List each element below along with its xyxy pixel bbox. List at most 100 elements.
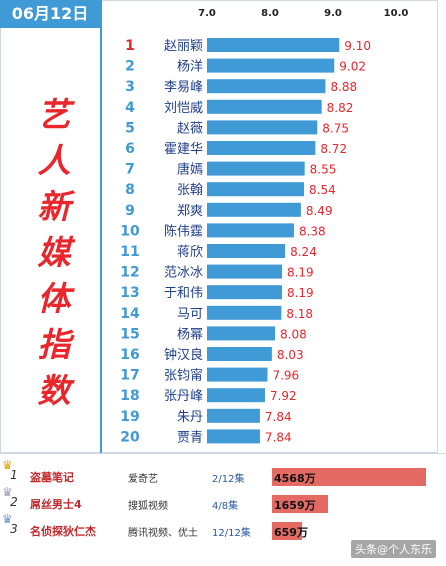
artist-name: 赵丽颖 (164, 39, 203, 54)
x-tick-label: 10.0 (384, 8, 409, 19)
score-bar (207, 305, 282, 320)
views-value: 1659万 (274, 499, 316, 512)
rank-label: 10 (120, 223, 140, 239)
drama-platform: 搜狐视频 (128, 501, 168, 512)
score-bar (207, 79, 326, 94)
score-bar (207, 388, 265, 403)
score-value: 8.38 (299, 224, 326, 238)
score-bar (207, 347, 272, 361)
rank-label: 19 (120, 409, 139, 425)
x-tick-label: 7.0 (198, 8, 216, 19)
score-bar (207, 38, 340, 52)
score-value: 8.08 (280, 327, 307, 341)
artist-name: 陈伟霆 (164, 223, 203, 239)
rank-label: 9 (125, 203, 135, 219)
side-title: 艺人新媒体指数 (26, 92, 82, 414)
drama-title: 屌丝男士4 (30, 498, 82, 511)
score-value: 8.54 (309, 183, 336, 197)
drama-list: ♛ 1 盗墓笔记 爱奇艺 2/12集 4568万 ♛ 2 屌丝男士4 搜狐视频 4/8集 1659万 ♛… (0, 454, 446, 566)
drama-title: 名侦探狄仁杰 (30, 525, 96, 538)
score-bar (207, 223, 294, 238)
artist-name: 霍建华 (164, 142, 203, 157)
rank-label: 5 (125, 120, 135, 136)
score-value: 8.88 (330, 80, 357, 94)
score-value: 8.19 (287, 266, 314, 280)
rank-label: 15 (120, 326, 139, 342)
drama-rank: 2 (10, 495, 18, 509)
rank-label: 2 (125, 59, 135, 75)
score-value: 8.72 (320, 142, 347, 156)
score-bar (207, 264, 282, 279)
drama-rank: 3 (10, 522, 18, 536)
drama-row: ♛ 1 盗墓笔记 爱奇艺 2/12集 4568万 (0, 458, 446, 490)
side-title-char: 体 (37, 279, 71, 318)
score-value: 8.55 (310, 163, 337, 177)
artist-name: 张翰 (177, 183, 203, 198)
score-value: 7.84 (265, 430, 292, 444)
rank-label: 3 (125, 79, 135, 95)
score-value: 8.19 (287, 286, 314, 300)
side-title-char: 人 (37, 141, 71, 180)
rank-label: 7 (125, 162, 135, 178)
score-bar (207, 429, 260, 444)
drama-episodes: 12/12集 (212, 528, 251, 539)
views-bar (272, 522, 302, 540)
artist-name: 唐嫣 (177, 162, 203, 178)
rank-label: 4 (125, 100, 135, 116)
x-tick-label: 8.0 (261, 8, 279, 19)
score-value: 8.03 (277, 348, 304, 362)
drama-platform: 腾讯视频、优土 (128, 528, 198, 539)
artist-name: 蒋欣 (177, 245, 203, 260)
views-value: 659万 (274, 526, 308, 539)
x-tick-label: 9.0 (324, 8, 342, 19)
score-bar (207, 367, 268, 382)
artist-name: 张丹峰 (164, 389, 203, 404)
drama-row: ♛ 2 屌丝男士4 搜狐视频 4/8集 1659万 (0, 485, 446, 517)
score-value: 7.92 (270, 389, 297, 403)
drama-episodes: 2/12集 (212, 474, 245, 485)
score-value: 8.24 (290, 245, 317, 259)
rank-label: 6 (125, 141, 135, 157)
score-value: 7.96 (272, 369, 299, 383)
section-separator (0, 453, 446, 454)
score-value: 9.02 (339, 60, 366, 74)
score-bar (207, 182, 305, 197)
artist-name: 朱丹 (177, 410, 203, 425)
artist-name: 郑爽 (177, 204, 203, 219)
side-title-char: 媒 (37, 233, 71, 272)
rank-label: 13 (120, 285, 139, 301)
rank-label: 17 (120, 368, 139, 384)
score-value: 8.49 (306, 204, 333, 218)
views-value: 4568万 (274, 472, 316, 485)
crown-icon: ♛ (2, 458, 13, 472)
score-bar (207, 120, 318, 135)
rank-label: 20 (120, 429, 140, 445)
views-bar (272, 495, 328, 513)
artist-name: 李易峰 (164, 80, 203, 95)
rank-label: 12 (120, 265, 139, 281)
artist-name: 钟汉良 (164, 347, 203, 363)
score-bar (207, 99, 322, 114)
divider-line (100, 0, 102, 453)
artist-name: 范冰冰 (164, 266, 203, 281)
side-title-char: 艺 (37, 95, 71, 134)
artist-name: 杨洋 (177, 60, 203, 75)
artist-name: 刘恺威 (164, 101, 203, 116)
score-bar (207, 161, 305, 176)
views-bar (272, 468, 426, 486)
rank-label: 8 (125, 182, 135, 198)
score-value: 8.82 (327, 101, 354, 115)
score-value: 9.10 (344, 39, 371, 53)
artist-name: 杨幂 (177, 327, 203, 342)
score-bar (207, 58, 335, 73)
drama-title: 盗墓笔记 (30, 471, 74, 484)
rank-label: 14 (120, 306, 140, 322)
watermark: 头条@个人东乐 (351, 540, 436, 558)
rank-label: 1 (125, 38, 135, 54)
crown-icon: ♛ (2, 512, 13, 526)
artist-name: 张钧甯 (164, 368, 203, 384)
score-value: 7.84 (265, 410, 292, 424)
score-bar (207, 141, 316, 155)
rank-label: 11 (120, 244, 139, 260)
side-title-char: 指 (37, 325, 71, 364)
